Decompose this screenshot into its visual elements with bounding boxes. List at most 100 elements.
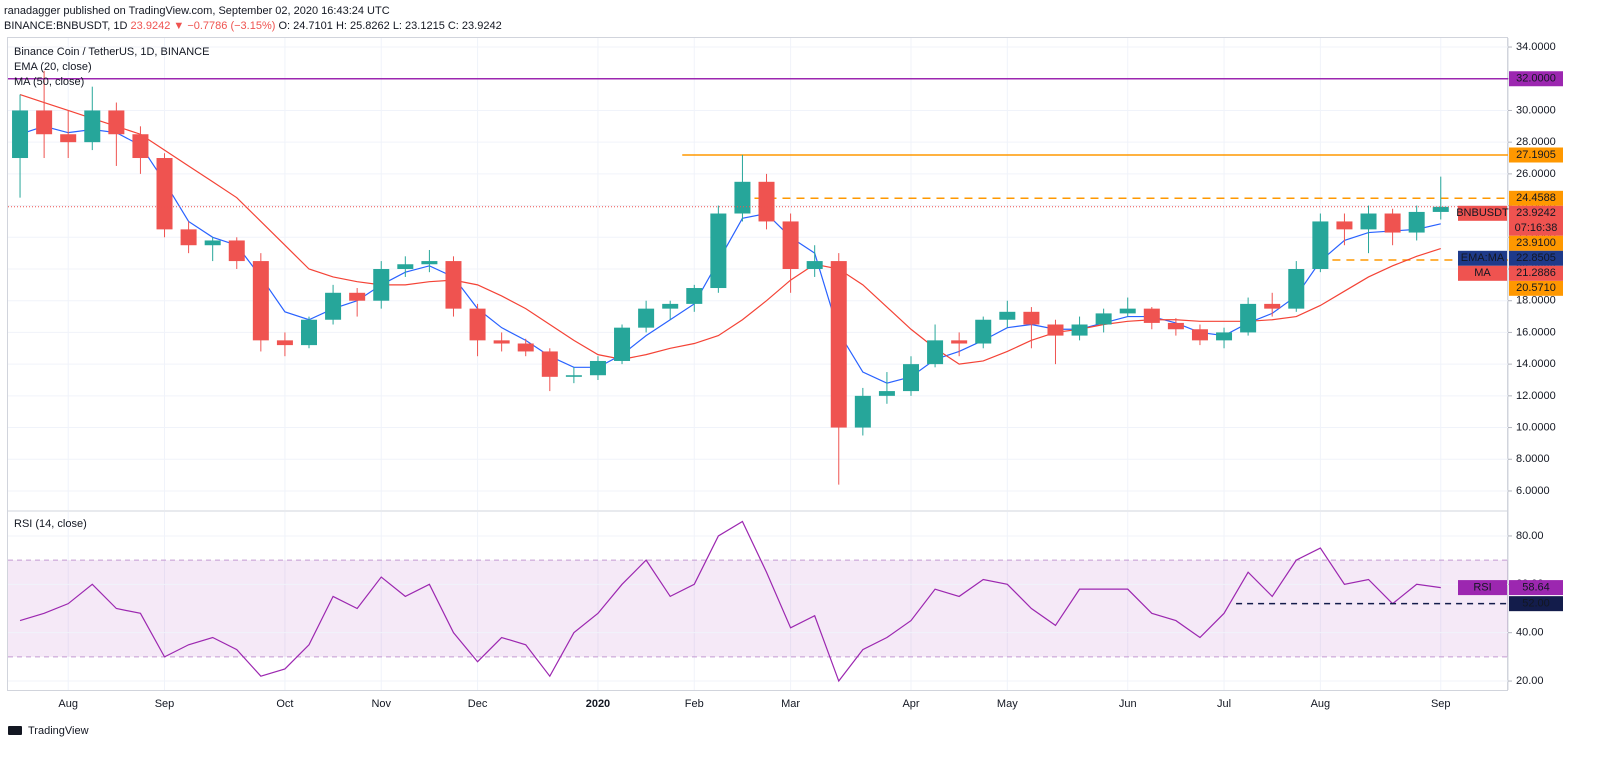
price-tag [1509,190,1563,206]
candle-body [12,110,29,159]
y-tick-label: 26.0000 [1516,168,1556,180]
x-tick-label: Dec [468,698,488,710]
candle-body [445,261,462,309]
name-tag-label: MA [1474,267,1491,279]
x-tick-label: Sep [155,698,175,710]
price-tag [1509,147,1563,163]
rsi-line [19,520,1441,683]
candle-body [565,375,582,377]
price-tag [1509,265,1563,281]
candle-body [84,110,101,143]
candle-body [782,221,799,270]
candle-body [758,181,775,222]
y-tick-label: 28.0000 [1516,136,1556,148]
plot-layer [8,38,1508,690]
brand-text: TradingView [28,725,89,737]
price-tag-label: 32.0000 [1516,73,1556,85]
candle-body [1408,211,1425,233]
candle-body [1288,269,1305,309]
legend-ema: EMA (20, close) [14,61,92,73]
candle-body [1216,332,1233,341]
candle-body [903,364,919,392]
name-tag [1458,580,1507,596]
candle-body [806,261,823,270]
candle-body [1432,206,1449,212]
candle-body [132,134,149,159]
candle-body [999,311,1016,320]
x-tick-label: Jun [1119,698,1137,710]
candle-body [1384,213,1401,233]
price-tag-label: 23.9100 [1516,237,1556,249]
candle-body [108,110,125,135]
name-tag-label: RSI [1473,582,1491,594]
candle-body [1336,221,1353,230]
candle-body [854,395,871,428]
symbol-line: BINANCE:BNBUSDT, 1D 23.9242 ▼ −0.7786 (−… [4,20,502,32]
price-tag-label: 23.9242 [1516,207,1556,219]
last-price: 23.9242 [131,20,171,32]
x-tick-label: Jul [1217,698,1231,710]
name-tag [1458,250,1507,266]
candle-body [1023,311,1040,325]
rsi-legend: RSI (14, close) [14,518,87,530]
candle-body [325,292,342,320]
candle-body [36,110,53,135]
candle-body [686,288,703,304]
candle-body [60,134,77,143]
price-tag-label: 27.1905 [1516,149,1556,161]
candle-body [469,308,486,341]
x-tick-label: Feb [685,698,704,710]
price-tag [1509,596,1563,612]
candle-body [1240,303,1257,333]
change: ▼ −0.7786 (−3.15%) [173,20,275,32]
candle-body [830,261,847,428]
x-tick-label: Apr [902,698,919,710]
countdown: 07:16:38 [1515,222,1558,234]
y-tick-label: 80.00 [1516,530,1544,542]
candle-body [180,229,197,246]
candle-body [228,240,245,262]
legend-ma: MA (50, close) [14,76,84,88]
x-tick-label: Mar [781,698,800,710]
candle-body [421,261,438,265]
candle-body [1167,322,1184,330]
candle-body [951,340,968,344]
candle-body [1264,303,1281,309]
chart-title: Binance Coin / TetherUS, 1D, BINANCE [14,46,209,58]
x-tick-label: Aug [1311,698,1331,710]
price-tag [1509,71,1563,87]
candle-body [638,308,655,328]
price-tag [1509,235,1563,251]
candle-body [493,340,510,344]
name-tag [1458,265,1507,281]
candle-body [397,264,414,270]
candle-body [589,360,606,376]
name-tag-label: BNBUSDT [1456,207,1509,219]
candle-body [1312,221,1329,270]
y-tick-label: 34.0000 [1516,41,1556,53]
name-tag-label: EMA:MA [1461,252,1505,264]
candle-body [734,181,751,214]
price-tag-label: 52.00 [1522,598,1550,610]
y-tick-label: 16.0000 [1516,326,1556,338]
x-tick-label: Aug [58,698,78,710]
candle-body [276,340,293,346]
brand: TradingView [8,725,89,737]
x-tick-label: Oct [276,698,293,710]
x-tick-label: 2020 [586,698,610,710]
x-tick-label: Sep [1431,698,1451,710]
candle-body [1143,308,1160,323]
rsi-band [8,560,1508,657]
candle-body [517,343,534,352]
brand-logo [8,726,22,735]
name-tag [1458,205,1507,221]
candle-body [1047,324,1064,336]
candle-body [1095,313,1112,325]
y-tick-label: 30.0000 [1516,104,1556,116]
candle-body [541,351,558,377]
x-tick-label: Nov [371,698,391,710]
y-tick-label: 12.0000 [1516,390,1556,402]
candle-body [204,240,221,246]
